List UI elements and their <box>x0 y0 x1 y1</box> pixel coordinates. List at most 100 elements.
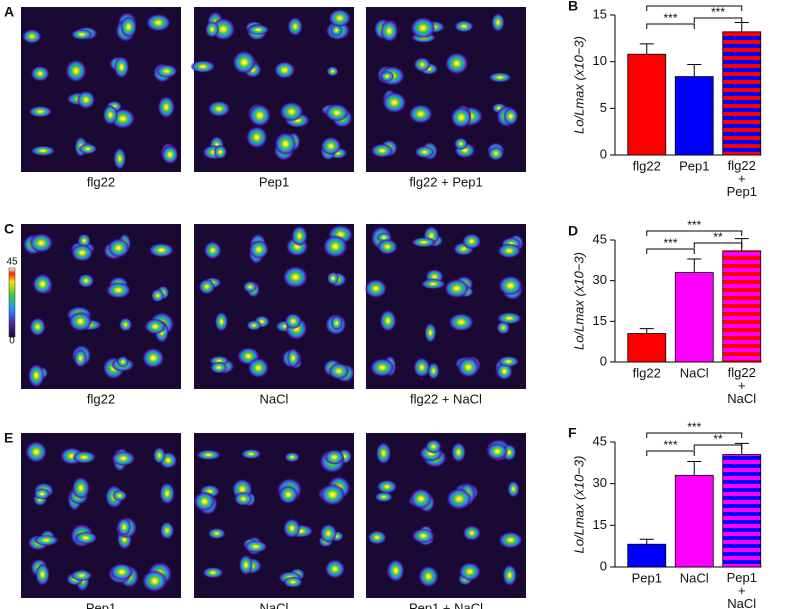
x-tick-label: flg22 <box>633 365 661 380</box>
seedling-signal <box>451 107 472 128</box>
seedling-signal <box>370 358 395 377</box>
seedling-signal <box>233 50 256 74</box>
seedling-signal <box>22 29 41 44</box>
seedling-signal <box>327 66 339 76</box>
seedling-signal <box>380 71 394 82</box>
x-tick-label: Pep1 <box>632 570 662 585</box>
seedling-signal <box>365 279 387 298</box>
seedling-signal <box>454 20 474 32</box>
seedling-signal <box>498 532 522 549</box>
seedling-signal <box>278 485 298 504</box>
seedling-signal <box>283 518 300 538</box>
seedling-signal <box>159 482 175 504</box>
seedling-signal <box>327 272 339 285</box>
seedling-signal <box>202 567 223 578</box>
bar <box>628 334 666 362</box>
seedling-signal <box>142 348 164 369</box>
seedling-signal <box>247 25 270 35</box>
error-bar <box>735 22 749 31</box>
seedling-signal <box>325 559 345 578</box>
y-tick-label: 10 <box>593 53 607 68</box>
seedling-signal <box>71 29 93 40</box>
image-caption: NaCl <box>260 600 289 609</box>
seedling-signal <box>377 480 398 494</box>
seedling-signal <box>446 488 472 510</box>
seedling-signal <box>74 349 87 368</box>
seedling-signal <box>29 233 53 253</box>
seedling-signal <box>376 442 391 465</box>
seedling-signal <box>410 17 435 39</box>
seedling-signal <box>78 274 94 288</box>
image-caption: flg22 + NaCl <box>410 391 482 406</box>
seedling-signal <box>119 318 132 332</box>
seedling-signal <box>213 145 227 159</box>
seedling-signal <box>190 60 215 73</box>
seedling-signal <box>330 24 343 36</box>
seedling-signal <box>382 92 406 113</box>
panel-letter: F <box>568 425 577 441</box>
seedling-signal <box>71 570 93 581</box>
colorbar <box>9 268 15 337</box>
error-bar <box>640 539 654 544</box>
significance-label: *** <box>687 420 701 434</box>
panel-letter: A <box>4 4 14 20</box>
y-tick-label: 30 <box>593 272 607 287</box>
seedling-signal <box>414 57 431 72</box>
seedling-signal <box>387 559 404 582</box>
x-tick-label: flg22+Pep1 <box>727 158 757 199</box>
seedling-signal <box>29 317 45 336</box>
seedling-signal <box>239 555 253 576</box>
seedling-signal <box>205 21 219 38</box>
y-tick-label: 0 <box>600 146 607 161</box>
seedling-signal <box>28 364 45 388</box>
seedling-signal <box>110 563 133 580</box>
seedling-signal <box>503 107 518 125</box>
seedling-signal <box>241 449 261 459</box>
seedling-signal <box>117 356 129 368</box>
error-bar <box>640 44 654 54</box>
seedling-signal <box>497 243 521 258</box>
seedling-signal <box>234 492 252 506</box>
panel-letter: C <box>4 221 14 237</box>
seedling-signal <box>413 357 430 377</box>
seedling-signal <box>113 148 126 170</box>
seedling-signal <box>108 238 130 258</box>
seedling-signal <box>158 96 175 119</box>
x-tick-label: Pep1 <box>679 158 709 173</box>
seedling-signal <box>323 235 348 258</box>
colorbar-label: 45 <box>6 257 18 268</box>
seedling-signal <box>279 102 303 122</box>
seedling-signal <box>153 447 165 464</box>
seedling-signal <box>331 316 343 331</box>
seedling-signal <box>324 449 344 465</box>
x-tick-label: NaCl <box>680 570 709 585</box>
seedling-signal <box>146 14 171 32</box>
seedling-signal <box>275 132 297 155</box>
seedling-signal <box>78 144 97 154</box>
seedling-signal <box>69 312 93 332</box>
seedling-signal <box>144 319 166 335</box>
seedling-signal <box>412 528 435 543</box>
bar <box>675 77 713 155</box>
bar <box>628 544 666 567</box>
seedling-signal <box>31 66 50 82</box>
y-axis-label: Lo/Lmax (x10−3) <box>571 36 586 134</box>
seedling-signal <box>320 524 337 543</box>
seedling-signal <box>321 137 342 156</box>
seedling-signal <box>208 101 231 117</box>
seedling-signal <box>409 104 433 123</box>
seedling-signal <box>194 491 215 511</box>
seedling-signal <box>31 146 56 156</box>
seedling-signal <box>377 239 398 255</box>
y-tick-label: 5 <box>600 100 607 115</box>
seedling-signal <box>488 72 511 82</box>
seedling-signal <box>325 104 349 122</box>
seedling-signal <box>371 144 394 158</box>
bar <box>675 273 713 362</box>
bar <box>628 54 666 155</box>
seedling-signal <box>156 64 178 78</box>
x-tick-label: NaCl <box>680 365 709 380</box>
seedling-signal <box>291 226 307 247</box>
